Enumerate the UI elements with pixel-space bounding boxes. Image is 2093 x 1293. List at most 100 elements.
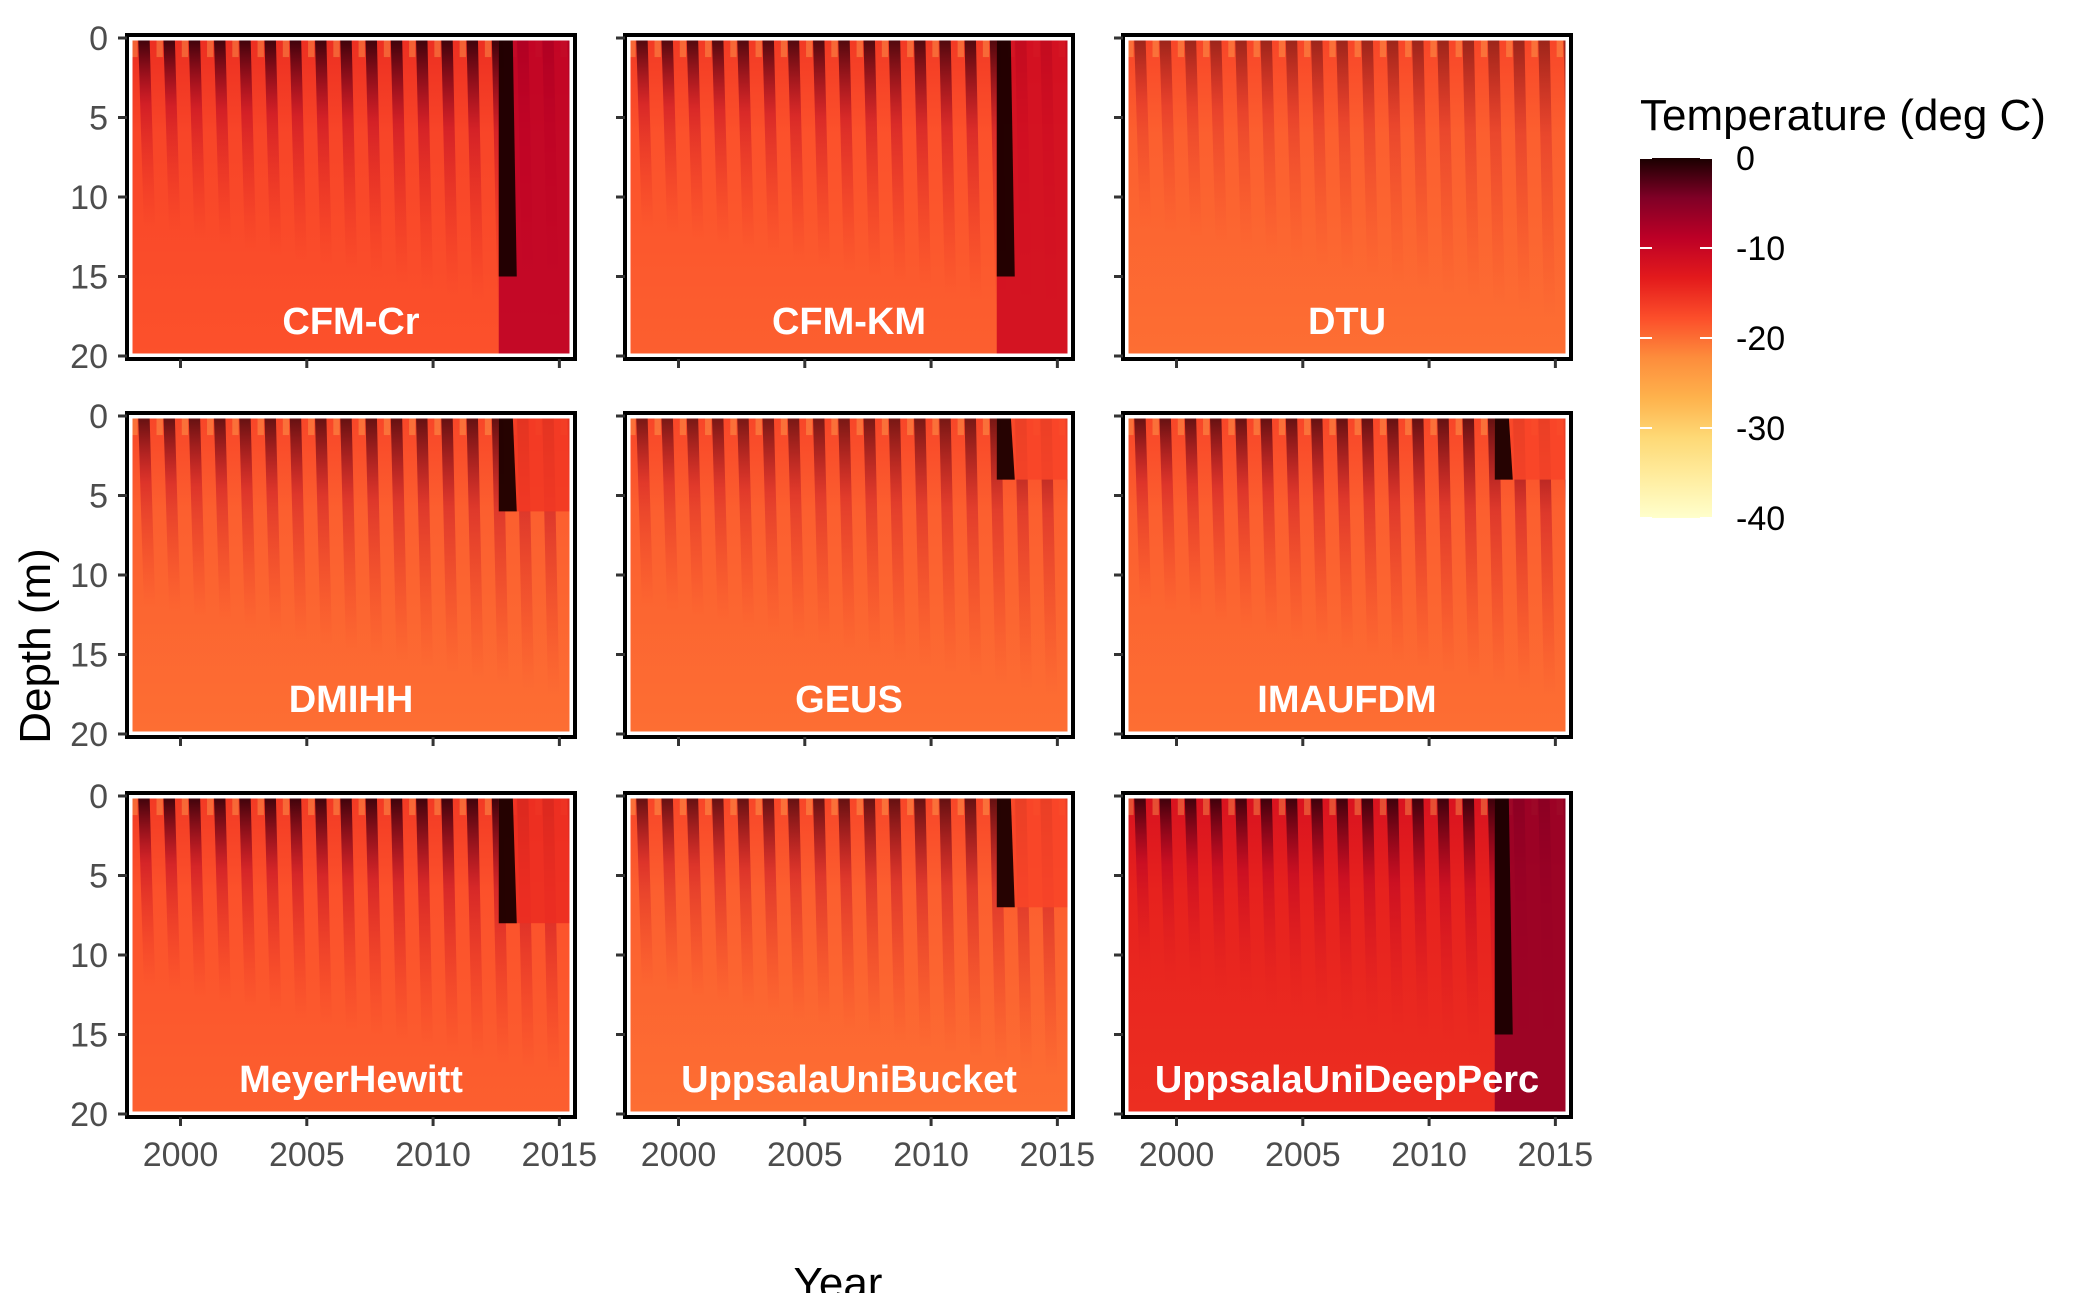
legend-ticks: 0 -10 -20 -30 -40 — [1640, 140, 1785, 538]
winter-cold-band — [1329, 796, 1336, 816]
summer-warm-stripe — [1336, 38, 1354, 274]
summer-warm-stripe — [1015, 416, 1033, 691]
winter-cold-band — [881, 796, 889, 816]
winter-cold-band — [1379, 416, 1387, 436]
summer-warm-stripe — [939, 38, 957, 296]
panel-label: CFM-KM — [772, 301, 926, 343]
summer-warm-stripe — [888, 416, 906, 663]
summer-warm-stripe — [1462, 416, 1480, 680]
winter-cold-band — [705, 796, 712, 816]
facet-panels: CFM-Cr CFM-KM DTU DMIHH GEUS IMAUFDM MeyerHewi… — [125, 33, 1573, 1119]
summer-warm-stripe — [1487, 38, 1505, 307]
panel-inner-border — [129, 415, 573, 735]
summer-warm-stripe — [787, 416, 805, 641]
y-tick-label: 5 — [89, 478, 108, 516]
winter-cold-band — [156, 796, 163, 816]
summer-warm-stripe — [1159, 796, 1177, 993]
summer-warm-stripe — [661, 38, 679, 235]
summer-warm-stripe — [1361, 796, 1379, 1037]
summer-warm-stripe — [939, 796, 957, 1054]
winter-cold-band — [1278, 416, 1286, 436]
x-tick-label: 2010 — [1391, 1136, 1467, 1174]
summer-warm-stripe — [813, 38, 831, 268]
panel-inner-border — [1125, 37, 1569, 357]
summer-warm-stripe — [1538, 416, 1556, 696]
summer-warm-stripe — [188, 796, 206, 998]
summer-warm-stripe — [1209, 416, 1228, 624]
summer-warm-stripe — [239, 416, 257, 630]
x-tick-label: 2015 — [522, 1136, 598, 1174]
winter-cold-band — [730, 416, 737, 436]
winter-cold-band — [1177, 416, 1185, 436]
panel-inner-border — [1125, 415, 1569, 735]
winter-cold-band — [1203, 416, 1210, 436]
summer-warm-stripe — [491, 416, 509, 685]
summer-warm-stripe — [264, 796, 282, 1015]
y-tick-label: 5 — [89, 100, 108, 138]
winter-cold-band — [1304, 796, 1311, 816]
summer-warm-stripe — [762, 38, 780, 257]
winter-cold-band — [1127, 796, 1134, 816]
winter-cold-band — [1253, 416, 1260, 436]
summer-warm-stripe — [1386, 796, 1404, 1043]
winter-cold-band — [484, 416, 492, 436]
winter-cold-band — [1228, 38, 1235, 58]
winter-cold-band — [434, 796, 441, 816]
winter-cold-band — [730, 38, 737, 58]
summer-warm-stripe — [1235, 38, 1253, 252]
panel-label: DMIHH — [289, 679, 414, 721]
summer-warm-stripe — [737, 416, 755, 630]
x-tick-label: 2015 — [1020, 1136, 1096, 1174]
winter-cold-band — [131, 416, 138, 436]
summer-warm-stripe — [340, 796, 358, 1032]
winter-cold-band — [1455, 416, 1462, 436]
winter-cold-band — [1177, 38, 1185, 58]
winter-cold-band — [282, 796, 290, 816]
summer-warm-stripe — [1235, 416, 1253, 630]
legend-tick-label: -30 — [1736, 410, 1785, 448]
summer-warm-stripe — [1260, 416, 1278, 635]
facet-panel: IMAUFDM — [1121, 411, 1573, 739]
winter-cold-band — [932, 416, 939, 436]
winter-cold-band — [629, 38, 636, 58]
winter-cold-band — [434, 38, 441, 58]
summer-warm-stripe — [416, 38, 434, 291]
summer-warm-stripe — [315, 416, 333, 646]
y-tick-label: 10 — [70, 179, 108, 217]
legend-tick-label: -10 — [1736, 230, 1785, 268]
summer-warm-stripe — [163, 38, 181, 235]
summer-warm-stripe — [138, 416, 156, 607]
y-axes: 0 5 10 15 20 0 5 10 15 20 0 5 10 15 20 — [70, 20, 1123, 1134]
summer-warm-stripe — [838, 416, 856, 652]
winter-cold-band — [333, 38, 340, 58]
winter-cold-band — [654, 416, 661, 436]
winter-cold-band — [932, 38, 939, 58]
summer-warm-stripe — [737, 796, 755, 1010]
winter-cold-band — [730, 796, 737, 816]
summer-warm-stripe — [315, 38, 333, 268]
winter-cold-band — [831, 796, 838, 816]
winter-cold-band — [383, 416, 391, 436]
summer-warm-stripe — [340, 416, 358, 652]
y-tick-label: 20 — [70, 338, 108, 376]
summer-warm-stripe — [1437, 796, 1455, 1054]
winter-cold-band — [679, 796, 687, 816]
facet-panel: CFM-KM — [623, 33, 1075, 361]
summer-warm-stripe — [1538, 38, 1556, 318]
winter-cold-band — [1430, 416, 1437, 436]
panel-inner-border — [627, 415, 1071, 735]
winter-cold-band — [484, 796, 492, 816]
winter-cold-band — [1531, 38, 1538, 58]
x-tick-label: 2005 — [269, 1136, 345, 1174]
winter-cold-band — [1152, 416, 1159, 436]
summer-warm-stripe — [1260, 38, 1278, 257]
summer-warm-stripe — [1285, 38, 1303, 263]
summer-warm-stripe — [636, 796, 654, 987]
winter-cold-band — [484, 38, 492, 58]
summer-warm-stripe — [213, 38, 232, 246]
winter-cold-band — [232, 38, 239, 58]
summer-warm-stripe — [1209, 796, 1228, 1004]
winter-cold-band — [831, 38, 838, 58]
winter-cold-band — [1152, 38, 1159, 58]
legend-tick-label: 0 — [1736, 140, 1755, 178]
